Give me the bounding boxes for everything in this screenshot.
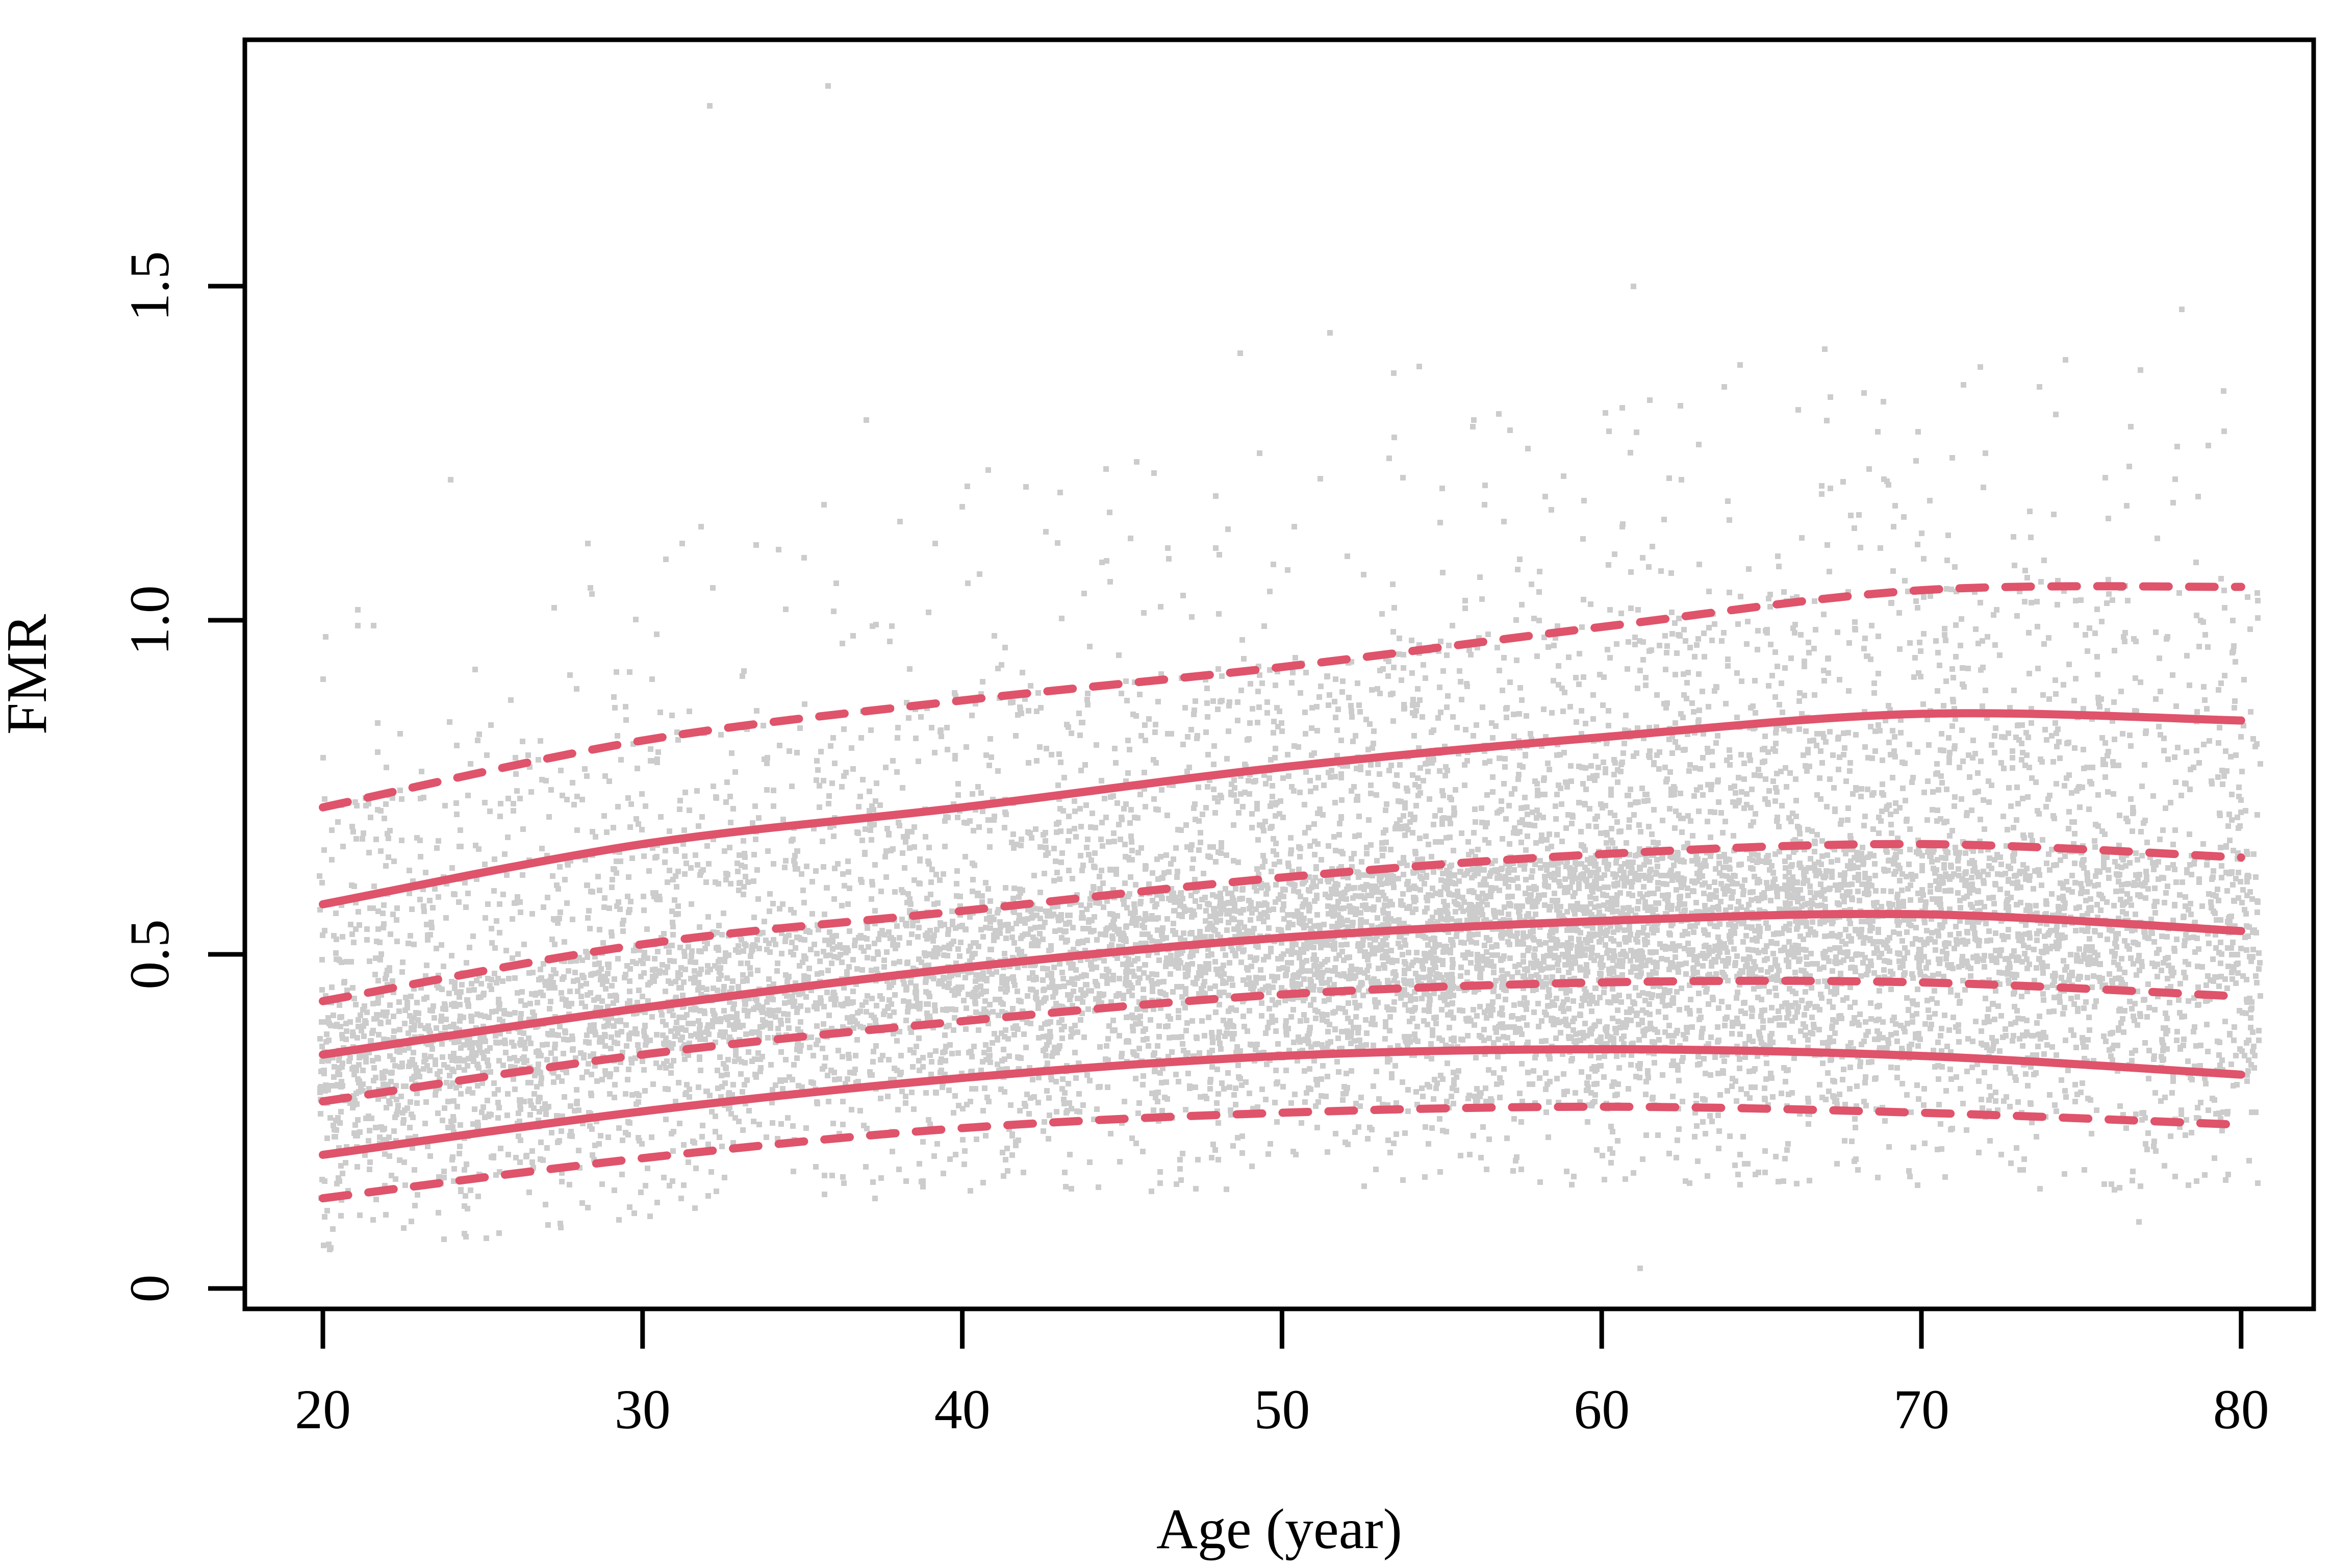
y-tick-label: 0 xyxy=(118,1275,181,1303)
y-tick-label: 1.5 xyxy=(118,251,181,321)
centile-curves-layer xyxy=(319,582,2245,1203)
centile-curve-p97 xyxy=(319,582,2245,812)
y-axis-title: FMR xyxy=(0,614,59,735)
x-tick-label: 60 xyxy=(1574,1378,1630,1440)
scatter-points xyxy=(317,83,2263,1271)
x-tick-label: 80 xyxy=(2213,1378,2269,1440)
x-tick-label: 70 xyxy=(1893,1378,1949,1440)
centile-curve-p75 xyxy=(319,840,2245,1005)
x-tick-label: 40 xyxy=(934,1378,991,1440)
y-tick-label: 1.0 xyxy=(118,585,181,655)
centile-curve-p25 xyxy=(319,976,2245,1106)
scatter-points-layer xyxy=(317,83,2263,1271)
centile-curve-p50 xyxy=(319,909,2245,1059)
y-axis-ticks: 0 0.5 1.0 1.5 xyxy=(118,251,245,1303)
y-tick-label: 0.5 xyxy=(118,919,181,990)
x-axis-title: Age (year) xyxy=(1156,1498,1402,1561)
x-axis-ticks: 20 30 40 50 60 70 80 xyxy=(295,1309,2269,1440)
centile-curve-p3 xyxy=(319,1102,2245,1203)
x-tick-label: 30 xyxy=(615,1378,671,1440)
centile-curve-p90 xyxy=(319,709,2245,908)
plot-frame xyxy=(242,37,2316,1311)
x-tick-label: 20 xyxy=(295,1378,351,1440)
centile-curve-p10 xyxy=(319,1045,2245,1159)
x-tick-label: 50 xyxy=(1254,1378,1310,1440)
